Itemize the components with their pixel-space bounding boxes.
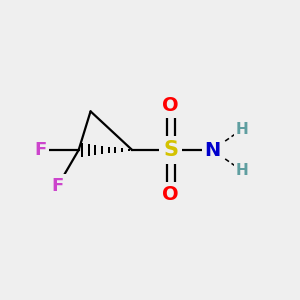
Text: F: F [34,141,46,159]
Text: H: H [236,122,248,137]
Text: O: O [163,96,179,115]
Text: S: S [163,140,178,160]
Text: N: N [204,140,220,160]
Text: F: F [52,177,64,195]
Text: H: H [236,163,248,178]
Text: O: O [163,185,179,204]
